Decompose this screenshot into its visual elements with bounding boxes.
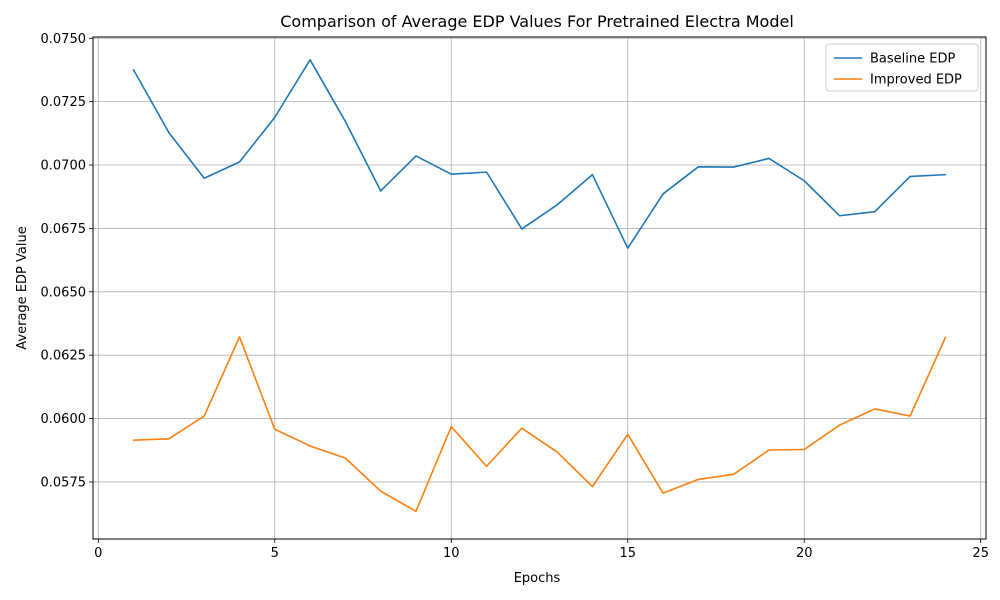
plot-frame	[92, 36, 987, 540]
series-line-2	[132, 336, 947, 513]
y-tick-label: 0.0750	[41, 32, 87, 47]
grid-layer	[93, 37, 986, 539]
y-tick-label: 0.0725	[41, 95, 87, 110]
legend-label: Improved EDP	[870, 73, 962, 88]
y-tick-label: 0.0625	[41, 349, 87, 364]
y-axis-label: Average EDP Value	[15, 226, 30, 349]
chart-title: Comparison of Average EDP Values For Pre…	[280, 12, 794, 31]
x-tick-label: 25	[972, 546, 989, 561]
legend-label: Baseline EDP	[870, 52, 955, 67]
x-tick-label: 0	[94, 546, 102, 561]
x-axis-label: Epochs	[514, 571, 561, 586]
x-tick-label: 5	[271, 546, 279, 561]
x-tick-label: 20	[796, 546, 813, 561]
y-tick-label: 0.0700	[41, 159, 87, 174]
series-layer	[132, 59, 947, 513]
y-tick-label: 0.0650	[41, 285, 87, 300]
y-tick-label: 0.0600	[41, 412, 87, 427]
x-tick-label: 10	[443, 546, 460, 561]
tick-layer: 0 5 10 15 20 25 0.0575 0.0600 0.0625 0.0650 0.0675…	[41, 32, 989, 561]
x-tick-label: 15	[619, 546, 636, 561]
y-tick-label: 0.0575	[41, 475, 87, 490]
series-line-1	[132, 59, 947, 249]
legend: Baseline EDP Improved EDP	[825, 43, 979, 92]
y-tick-label: 0.0675	[41, 222, 87, 237]
legend-box	[825, 43, 979, 92]
